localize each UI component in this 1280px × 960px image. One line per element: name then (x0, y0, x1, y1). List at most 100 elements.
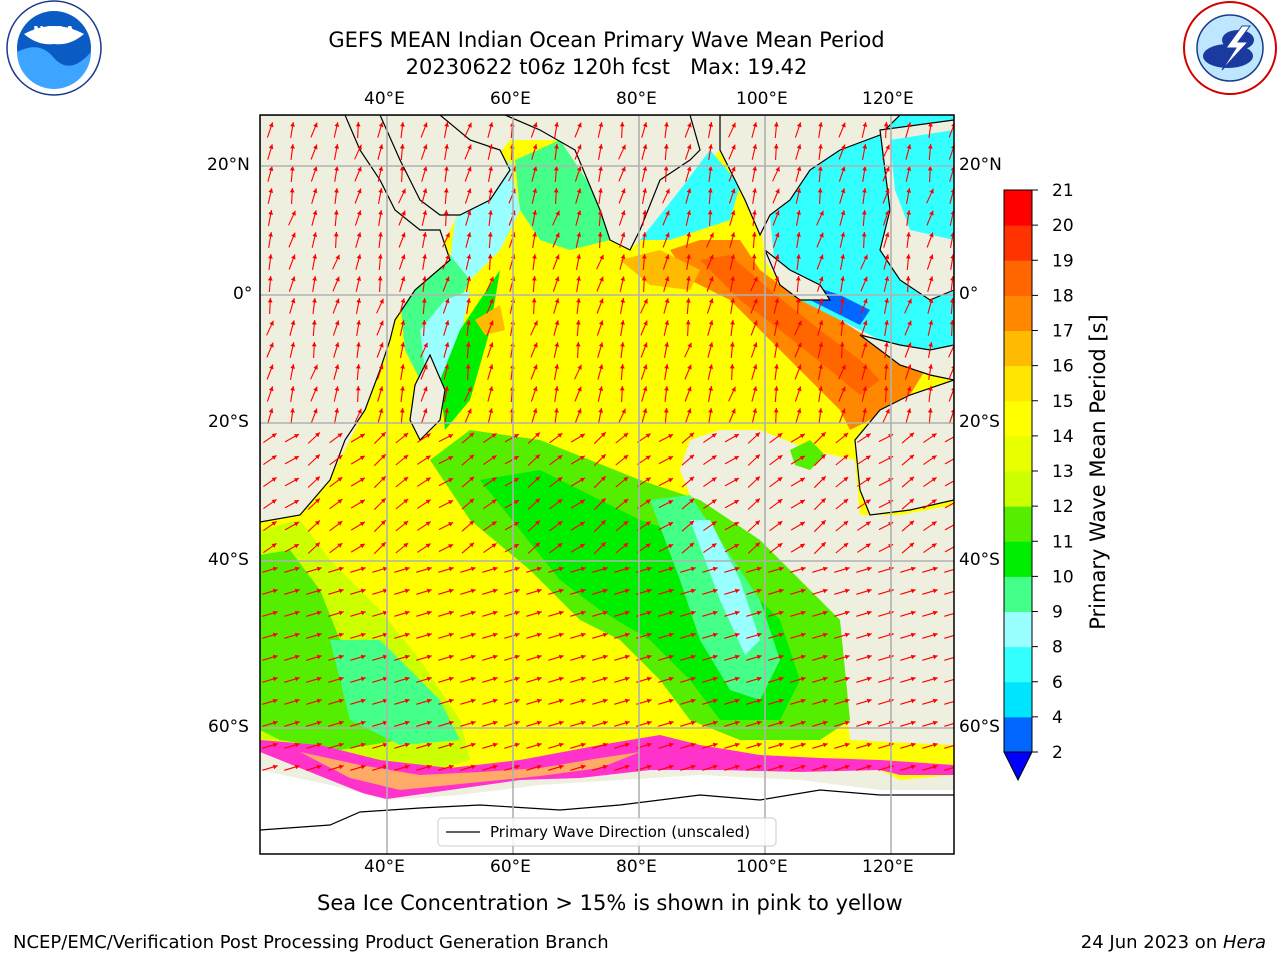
wave-arrow-head (404, 632, 410, 638)
wave-arrow-head (690, 610, 696, 616)
wave-arrow-head (271, 433, 277, 438)
lon-label-bottom-60e: 60°E (490, 857, 531, 877)
wave-arrow-head (360, 566, 366, 572)
wave-arrow-head (536, 676, 542, 682)
wave-arrow-head (558, 588, 564, 594)
wave-arrow-head (950, 232, 954, 237)
wave-arrow-head (272, 764, 278, 770)
wave-arrow-head (380, 454, 386, 460)
wave-arrow-head (712, 610, 718, 616)
wave-arrow-head (404, 654, 410, 660)
noaa-logo: NOAA (6, 0, 102, 96)
wave-arrow-head (532, 144, 538, 150)
wave-arrow-head (932, 720, 938, 726)
wave-arrow-head (268, 386, 274, 392)
wave-arrow-head (841, 364, 846, 370)
wave-arrow-head (272, 698, 278, 704)
wave-arrow-head (514, 698, 520, 704)
wave-arrow-head (597, 210, 603, 215)
wave-arrow-head (910, 566, 916, 572)
wave-arrow-head (316, 742, 322, 748)
wave-arrow-head (800, 588, 806, 594)
wave-arrow-head (643, 298, 648, 304)
wave-arrow-head (730, 276, 735, 281)
wave-arrow-head (378, 364, 384, 370)
wave-arrow-head (576, 298, 581, 303)
wave-arrow-head (642, 232, 647, 237)
wave-arrow-head (400, 122, 405, 127)
wave-arrow-head (752, 188, 757, 193)
wave-arrow-head (822, 588, 828, 594)
wave-arrow-head (866, 654, 872, 660)
wave-arrow-head (932, 698, 938, 704)
wave-arrow-head (514, 742, 520, 748)
wave-arrow-head (796, 144, 802, 150)
wave-arrow-head (598, 188, 603, 193)
wave-arrow-head (580, 610, 586, 616)
wave-arrow-head (579, 455, 585, 461)
wave-arrow-head (910, 742, 916, 748)
wave-arrow-head (272, 632, 278, 638)
wave-arrow-head (906, 408, 912, 414)
wave-arrow-head (448, 544, 454, 549)
wave-arrow-head (356, 320, 361, 325)
wave-arrow-head (514, 764, 520, 770)
wave-arrow-head (843, 455, 849, 460)
wave-arrow-head (624, 698, 630, 704)
wave-arrow-head (620, 276, 626, 281)
wave-arrow-head (690, 676, 696, 682)
wave-arrow-head (467, 166, 472, 172)
wave-arrow-head (932, 566, 938, 572)
wave-arrow-head (404, 610, 410, 616)
wave-arrow-head (822, 676, 828, 682)
wave-arrow-head (686, 276, 691, 281)
wave-arrow-head (290, 320, 296, 326)
wave-arrow-head (906, 210, 911, 215)
wave-arrow-head (422, 166, 428, 172)
wave-arrow-head (730, 254, 736, 259)
wave-arrow-head (312, 254, 317, 259)
colorbar-tick-label: 4 (1052, 708, 1063, 728)
wave-arrow-head (268, 144, 274, 150)
wave-arrow-head (316, 698, 322, 704)
wave-arrow-head (865, 499, 871, 504)
wave-arrow-head (294, 434, 299, 439)
wave-arrow-head (579, 543, 585, 549)
wave-arrow-head (752, 144, 758, 149)
wave-arrow-head (531, 276, 537, 281)
wave-arrow-head (492, 764, 498, 770)
wave-arrow-head (955, 655, 960, 660)
wave-arrow-head (796, 210, 801, 215)
wave-arrow-head (535, 520, 540, 526)
nws-logo (1183, 1, 1277, 95)
wave-arrow-head (843, 499, 849, 504)
wave-arrow-head (514, 544, 519, 549)
colorbar-segment (1004, 506, 1032, 542)
lon-label-bottom-120e: 120°E (862, 857, 914, 877)
wave-arrow-head (731, 166, 736, 172)
wave-arrow-head (777, 433, 783, 438)
wave-arrow-head (751, 232, 757, 237)
wave-arrow-head (488, 408, 494, 413)
wave-arrow-head (642, 144, 648, 150)
wave-arrow-head (312, 276, 317, 281)
wave-arrow-head (492, 676, 498, 682)
wave-arrow-head (334, 342, 340, 348)
wave-arrow-head (378, 210, 383, 215)
wave-arrow-head (426, 720, 432, 726)
wave-arrow-head (448, 676, 454, 682)
wave-arrow-head (399, 408, 405, 413)
wave-arrow-head (359, 499, 365, 505)
wave-arrow-head (620, 210, 626, 216)
wave-arrow-head (313, 144, 318, 150)
wave-arrow-head (624, 632, 630, 638)
wave-arrow-head (664, 298, 670, 304)
wave-arrow-head (448, 720, 454, 726)
wave-arrow-head (466, 188, 472, 194)
wave-arrow-head (928, 364, 933, 369)
wave-arrow-head (686, 188, 692, 194)
wave-arrow-head (689, 542, 694, 548)
wave-arrow-head (403, 433, 409, 438)
wave-arrow-head (910, 698, 916, 704)
wave-arrow-head (445, 254, 450, 260)
